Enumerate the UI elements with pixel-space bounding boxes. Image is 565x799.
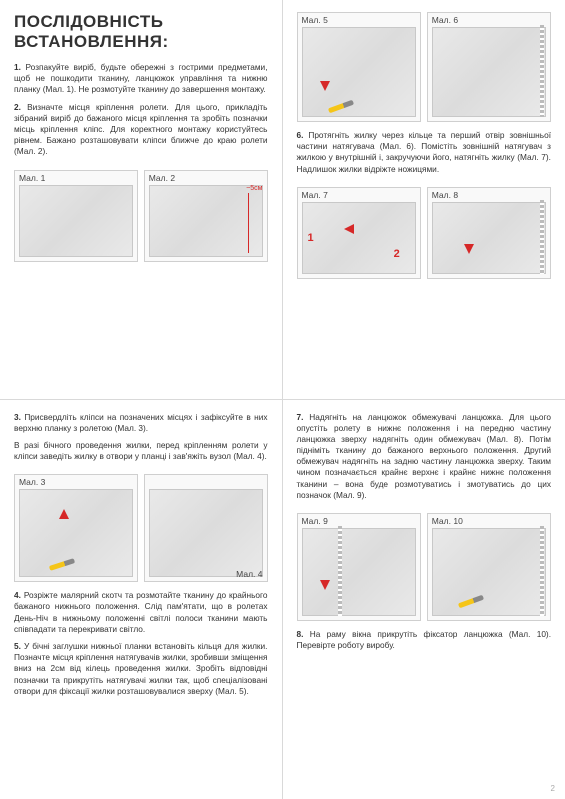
step-4-num: 4. — [14, 590, 21, 600]
arrow-red-2 — [344, 224, 354, 234]
step-1-text: Розпакуйте виріб, будьте обережні з гост… — [14, 62, 268, 94]
fig-8: Мал. 8 — [427, 187, 551, 279]
quadrant-top-left: ПОСЛІДОВНІСТЬ ВСТАНОВЛЕННЯ: 1. Розпакуйт… — [0, 0, 283, 400]
step-5-text: У бічні заглушки нижньої планки встанові… — [14, 641, 268, 696]
fig-4-label: Мал. 4 — [236, 569, 262, 579]
fig-7-label: Мал. 7 — [302, 190, 328, 200]
fig-row-3-4: Мал. 3 Мал. 4 — [14, 474, 268, 582]
step-4: 4. Розріжте малярний скотч та розмотайте… — [14, 590, 268, 635]
fig-9-label: Мал. 9 — [302, 516, 328, 526]
step-1: 1. Розпакуйте виріб, будьте обережні з г… — [14, 62, 268, 96]
step-8-text: На раму вікна прикрутіть фіксатор ланцюж… — [297, 629, 552, 650]
fig-10-illustration — [432, 528, 546, 616]
fig-10: Мал. 10 — [427, 513, 551, 621]
fig-2: Мал. 2 ~5см — [144, 170, 268, 262]
fig-2-illustration — [149, 185, 263, 257]
page-number: 2 — [551, 784, 555, 793]
step-2-num: 2. — [14, 102, 21, 112]
fig-8-label: Мал. 8 — [432, 190, 458, 200]
fig-5-illustration — [302, 27, 416, 117]
step-7: 7. Надягніть на ланцюжок обмежувачі ланц… — [297, 412, 552, 502]
fig-9-illustration — [302, 528, 416, 616]
anno-num-2: 2 — [394, 248, 400, 260]
step-3b: В разі бічного проведення жилки, перед к… — [14, 440, 268, 462]
fig-1-label: Мал. 1 — [19, 173, 45, 183]
step-7-num: 7. — [297, 412, 304, 422]
fig-5-label: Мал. 5 — [302, 15, 328, 25]
chain-icon-4 — [540, 526, 544, 616]
quadrant-bottom-right: 7. Надягніть на ланцюжок обмежувачі ланц… — [283, 400, 565, 799]
step-8-num: 8. — [297, 629, 304, 639]
chain-icon — [540, 25, 544, 117]
fig-1: Мал. 1 — [14, 170, 138, 262]
step-5: 5. У бічні заглушки нижньої планки встан… — [14, 641, 268, 697]
step-7-text: Надягніть на ланцюжок обмежувачі ланцюжк… — [297, 412, 552, 500]
fig-row-9-10: Мал. 9 Мал. 10 — [297, 513, 552, 621]
fig-9: Мал. 9 — [297, 513, 421, 621]
step-2: 2. Визначте місця кріплення ролети. Для … — [14, 102, 268, 158]
step-3a: 3. Присвердліть кліпси на позначених міс… — [14, 412, 268, 434]
quadrant-bottom-left: 3. Присвердліть кліпси на позначених міс… — [0, 400, 283, 799]
fig-6-label: Мал. 6 — [432, 15, 458, 25]
fig-3-label: Мал. 3 — [19, 477, 45, 487]
step-1-num: 1. — [14, 62, 21, 72]
fig-6-illustration — [432, 27, 546, 117]
fig-10-label: Мал. 10 — [432, 516, 463, 526]
step-6-text: Протягніть жилку через кільце та перший … — [297, 130, 552, 174]
arrow-red-3 — [464, 244, 474, 254]
step-6: 6. Протягніть жилку через кільце та перш… — [297, 130, 552, 175]
step-8: 8. На раму вікна прикрутіть фіксатор лан… — [297, 629, 552, 651]
page-title: ПОСЛІДОВНІСТЬ ВСТАНОВЛЕННЯ: — [14, 12, 268, 52]
fig-row-1-2: Мал. 1 Мал. 2 ~5см — [14, 170, 268, 262]
step-2-text: Визначте місця кріплення ролети. Для цьо… — [14, 102, 268, 157]
fig-7-illustration — [302, 202, 416, 274]
dim-5cm: ~5см — [246, 185, 262, 192]
fig-row-7-8: Мал. 7 1 2 Мал. 8 — [297, 187, 552, 279]
quadrant-top-right: Мал. 5 Мал. 6 6. Протягніть жилку через … — [283, 0, 565, 400]
fig-3: Мал. 3 — [14, 474, 138, 582]
redline-1 — [248, 193, 249, 253]
step-3-num: 3. — [14, 412, 21, 422]
step-3b-text: В разі бічного проведення жилки, перед к… — [14, 440, 268, 461]
fig-5: Мал. 5 — [297, 12, 421, 122]
step-5-num: 5. — [14, 641, 21, 651]
chain-icon-2 — [540, 200, 544, 274]
fig-7: Мал. 7 1 2 — [297, 187, 421, 279]
fig-4: Мал. 4 — [144, 474, 268, 582]
fig-8-illustration — [432, 202, 546, 274]
fig-1-illustration — [19, 185, 133, 257]
fig-2-label: Мал. 2 — [149, 173, 175, 183]
fig-3-illustration — [19, 489, 133, 577]
arrow-red-1 — [320, 81, 330, 91]
chain-icon-3 — [338, 526, 342, 616]
step-3a-text: Присвердліть кліпси на позначених місцях… — [14, 412, 268, 433]
step-4-text: Розріжте малярний скотч та розмотайте тк… — [14, 590, 268, 634]
fig-row-5-6: Мал. 5 Мал. 6 — [297, 12, 552, 122]
fig-6: Мал. 6 — [427, 12, 551, 122]
fig-4-illustration — [149, 489, 263, 577]
arrow-red-4 — [59, 509, 69, 519]
anno-num-1: 1 — [308, 232, 314, 244]
step-6-num: 6. — [297, 130, 304, 140]
arrow-red-5 — [320, 580, 330, 590]
